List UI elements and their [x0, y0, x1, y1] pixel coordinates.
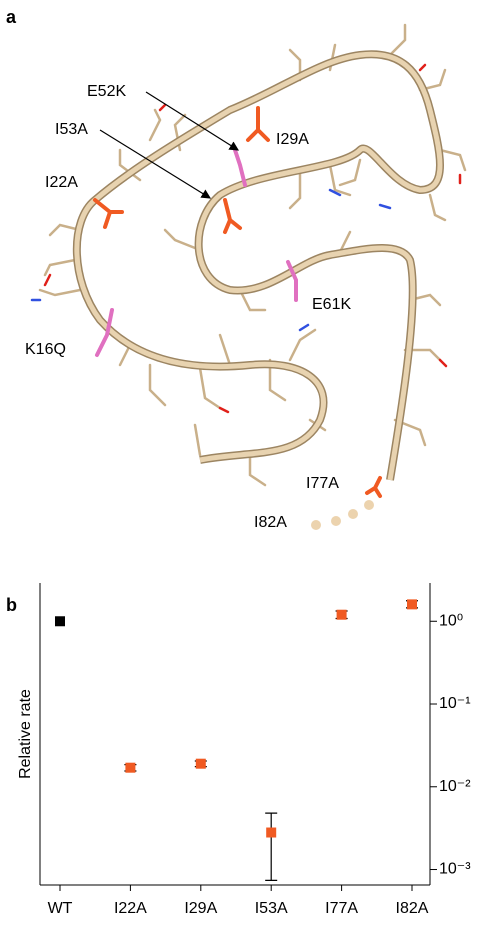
mutation-label: K16Q: [25, 341, 66, 358]
y-tick-label: 10⁻¹: [439, 695, 471, 712]
mutation-label: I77A: [306, 475, 339, 492]
y-tick-label: 10⁰: [439, 612, 463, 629]
data-point: [266, 828, 276, 838]
protein-structure: [32, 25, 465, 530]
y-tick-label: 10⁻³: [439, 861, 471, 878]
figure: a E52K I53A I29A I22A: [0, 0, 486, 940]
error-bar: [265, 813, 277, 880]
x-tick-label: I29A: [184, 900, 217, 917]
mutation-label: I82A: [254, 514, 287, 531]
mutation-label: I22A: [45, 174, 78, 191]
data-point: [125, 763, 135, 773]
mutation-label: E61K: [312, 296, 351, 313]
x-tick-label: I53A: [255, 900, 288, 917]
panel-label: a: [6, 7, 17, 27]
x-tick-label: I82A: [396, 900, 429, 917]
x-tick-label: I77A: [325, 900, 358, 917]
x-tick-label: I22A: [114, 900, 147, 917]
data-point: [55, 616, 65, 626]
y-axis-title: Relative rate: [17, 689, 34, 779]
mutation-label: E52K: [87, 83, 126, 100]
x-tick-label: WT: [48, 900, 73, 917]
y-tick-label: 10⁻²: [439, 778, 471, 795]
panel-label: b: [6, 595, 17, 615]
data-point: [407, 599, 417, 609]
data-point: [337, 610, 347, 620]
mutation-label: I53A: [55, 121, 88, 138]
data-point: [196, 759, 206, 769]
mutation-label: I29A: [276, 131, 309, 148]
axis-frame: [40, 583, 430, 885]
